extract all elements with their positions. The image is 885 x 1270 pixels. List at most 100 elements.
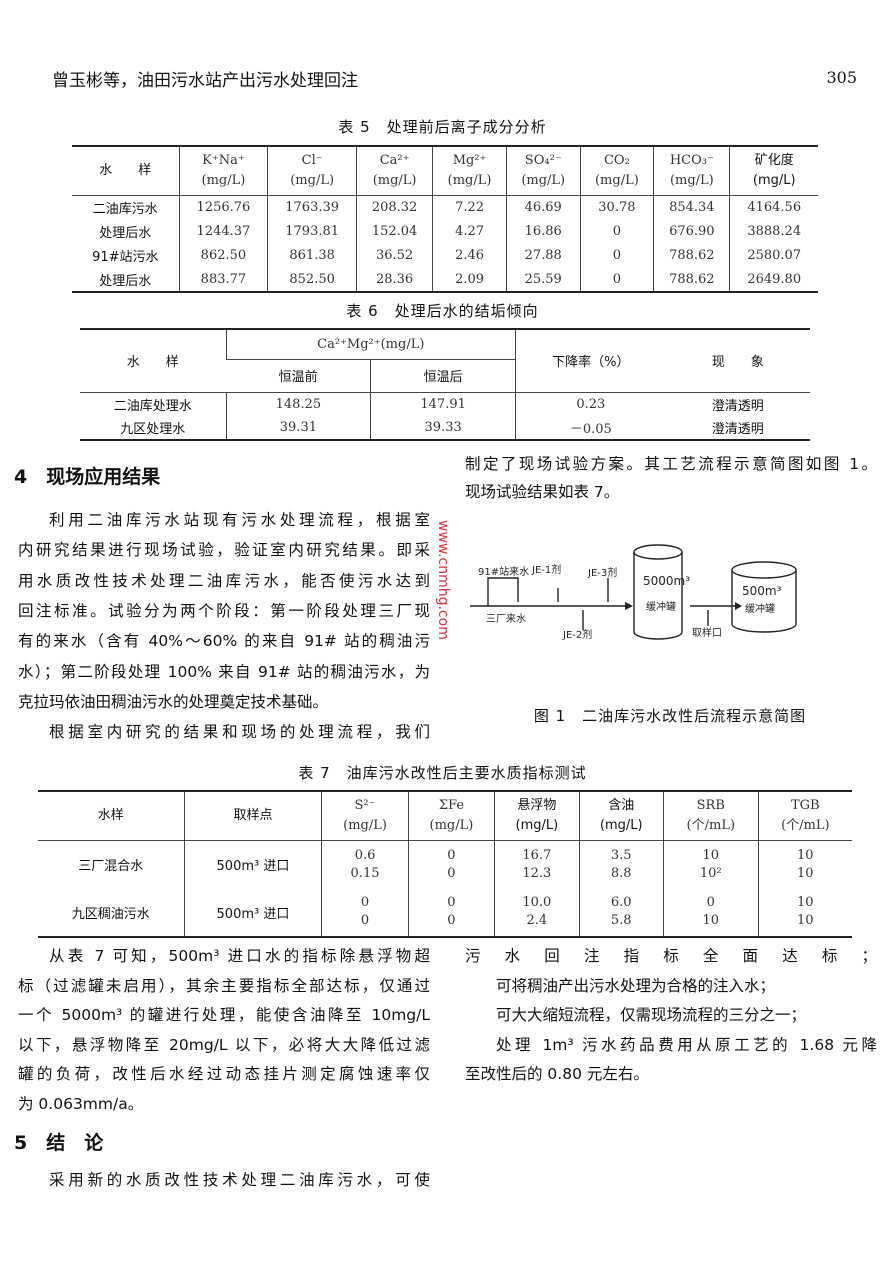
text-line: 标（过滤罐未启用），其余主要指标全部达标，仅通过 (18, 976, 430, 995)
cell: 处理后水 (99, 226, 152, 241)
figure1-caption: 图 1 二油库污水改性后流程示意简图 (533, 707, 807, 725)
cell: 0 (579, 267, 654, 292)
label-sample-port: 取样口 (692, 626, 722, 639)
tank1-volume: 5000m³ (643, 574, 690, 588)
column-header: S²⁻ (mg/L) (321, 791, 409, 841)
table5-title: 表 5 处理前后离子成分分析 (338, 118, 547, 136)
cell: 4164.56 (729, 195, 818, 220)
cell: 1256.76 (178, 195, 268, 220)
cell: 2649.80 (729, 267, 818, 292)
cell: 二油库处理水 (113, 398, 192, 414)
cell: 147.91 (370, 392, 516, 416)
cell: 7.22 (432, 195, 507, 220)
cell: 0.23 (515, 392, 666, 416)
text-line: 从表 7 可知，500m³ 进口水的指标除悬浮物超 (49, 947, 430, 965)
text-line: 至改性后的 0.80 元左右。 (465, 1065, 649, 1083)
table-row: 处理后水 883.77 852.50 28.36 2.09 25.59 0 788.62 264… (72, 267, 818, 292)
cell: 10 10² (662, 840, 759, 889)
cell: 二油库污水 (92, 202, 158, 218)
header-row: 水 样 K⁺Na⁺ (mg/L) Cl⁻ (mg/L) Ca²⁺ (mg/L) Mg²⁺ (mg… (72, 146, 818, 196)
cell: 788.62 (653, 267, 730, 292)
cell: 九区稠油污水 (71, 906, 150, 922)
cell: 854.34 (653, 195, 730, 220)
text-line: 一个 5000m³ 的罐进行处理，能使含油降至 10mg/L (18, 1006, 430, 1024)
table-row: 二油库污水 1256.76 1763.39 208.32 7.22 46.69 30.78 8… (72, 195, 818, 220)
cell: 1763.39 (267, 195, 357, 220)
table6-title: 表 6 处理后水的结垢倾向 (346, 302, 539, 320)
group-header: Ca²⁺Mg²⁺(mg/L) (225, 329, 516, 360)
section5-heading: 5 结 论 (14, 1132, 104, 1154)
column-header: K⁺Na⁺ (mg/L) (178, 146, 268, 196)
cell: 1244.37 (178, 219, 268, 244)
text-line: 污水回注指标全面达标； (465, 947, 877, 965)
cell: 152.04 (355, 219, 433, 244)
cell: 16.86 (505, 219, 581, 244)
column-header: 取样点 (183, 791, 322, 841)
column-header: 含油 (mg/L) (578, 791, 664, 841)
label-91-inflow: 91#站来水 (478, 565, 529, 578)
text-line: 可大大缩短流程，仅需现场流程的三分之一； (496, 1006, 807, 1024)
cell: 676.90 (653, 219, 730, 244)
column-header: 水 样 (72, 146, 180, 196)
cell: 39.31 (225, 416, 371, 440)
column-header: 矿化度 (mg/L) (729, 146, 818, 196)
text-line: 以下，悬浮物降至 20mg/L 以下，必将大大降低过滤 (18, 1035, 430, 1054)
cell: 1793.81 (267, 219, 357, 244)
column-header: SO₄²⁻ (mg/L) (505, 146, 581, 196)
column-header: Ca²⁺ (mg/L) (355, 146, 433, 196)
cell: 澄清透明 (711, 398, 764, 414)
cell: 澄清透明 (711, 422, 764, 437)
cell: －0.05 (515, 416, 666, 440)
column-header: Mg²⁺ (mg/L) (432, 146, 507, 196)
cell: 0 (579, 219, 654, 244)
text-line: 利用二油库污水站现有污水处理流程，根据室 (49, 511, 430, 529)
running-title: 曾玉彬等，油田污水站产出污水处理回注 (52, 71, 358, 91)
table-row: 91#站污水 862.50 861.38 36.52 2.46 27.88 0 788.62 2… (72, 243, 818, 268)
cell: 852.50 (267, 267, 357, 292)
cell: 91#站污水 (92, 250, 159, 265)
cell: 九区处理水 (120, 422, 186, 437)
figure1-flow-diagram: 91#站来水 JE-1剂 JE-3剂 JE-2剂 三厂来水 5000m³ 缓冲罐… (470, 544, 797, 641)
label-je3: JE-3剂 (587, 566, 617, 579)
text-line: 水）；第二阶段处理 100% 来自 91# 站的稠油污水，为 (18, 662, 430, 681)
cell: 46.69 (505, 195, 581, 220)
text-line: 现场试验结果如表 7。 (465, 483, 620, 501)
cell: 788.62 (653, 243, 730, 268)
cell: 3.5 8.8 (578, 840, 664, 889)
header-row: 水样 取样点 S²⁻ (mg/L) ΣFe (mg/L) 悬浮物 (mg/L) 含油 (mg/L)… (38, 791, 852, 841)
cell: 861.38 (267, 243, 357, 268)
text-line: 有的来水（含有 40%～60% 的来自 91# 站的稠油污 (18, 632, 430, 651)
tank2-volume: 500m³ (742, 584, 782, 598)
cell: 0 10 (662, 888, 759, 937)
text-line: 根据室内研究的结果和现场的处理流程，我们 (49, 723, 430, 742)
cell: 862.50 (178, 243, 268, 268)
label-je2: JE-2剂 (562, 628, 592, 641)
column-header: CO₂ (mg/L) (579, 146, 654, 196)
cell: 处理后水 (99, 273, 152, 289)
col-phenomenon: 现 象 (665, 329, 810, 393)
text-line: 可将稠油产出污水处理为合格的注入水； (496, 976, 776, 995)
text-line: 内研究结果进行现场试验，验证室内研究结果。即采 (18, 541, 430, 560)
label-je1: JE-1剂 (531, 563, 561, 576)
column-header: SRB (个/mL) (662, 791, 759, 841)
text-line: 采用新的水质改性技术处理二油库污水，可使 (49, 1171, 430, 1189)
cell: 0 (579, 243, 654, 268)
sub-after: 恒温后 (370, 359, 516, 393)
text-line: 处理 1m³ 污水药品费用从原工艺的 1.68 元降 (496, 1035, 877, 1054)
cell: 883.77 (178, 267, 268, 292)
column-header: ΣFe (mg/L) (407, 791, 495, 841)
cell: 10 10 (757, 840, 852, 889)
cell: 500m³ 进口 (183, 840, 322, 889)
cell: 500m³ 进口 (183, 888, 322, 937)
column-header: 水样 (38, 791, 185, 841)
table-row: 处理后水 1244.37 1793.81 152.04 4.27 16.86 0 676.90… (72, 219, 818, 244)
cell: 2580.07 (729, 243, 818, 268)
tank1-name: 缓冲罐 (646, 600, 676, 613)
table6: 水 样 Ca²⁺Mg²⁺(mg/L) 下降率（%） 现 象 恒温前 恒温后 二油库… (80, 328, 810, 441)
cell: 4.27 (432, 219, 507, 244)
col-sample: 水 样 (80, 329, 226, 393)
cell: 39.33 (370, 416, 516, 440)
text-line: 罐的负荷，改性后水经过动态挂片测定腐蚀速率仅 (18, 1065, 430, 1083)
